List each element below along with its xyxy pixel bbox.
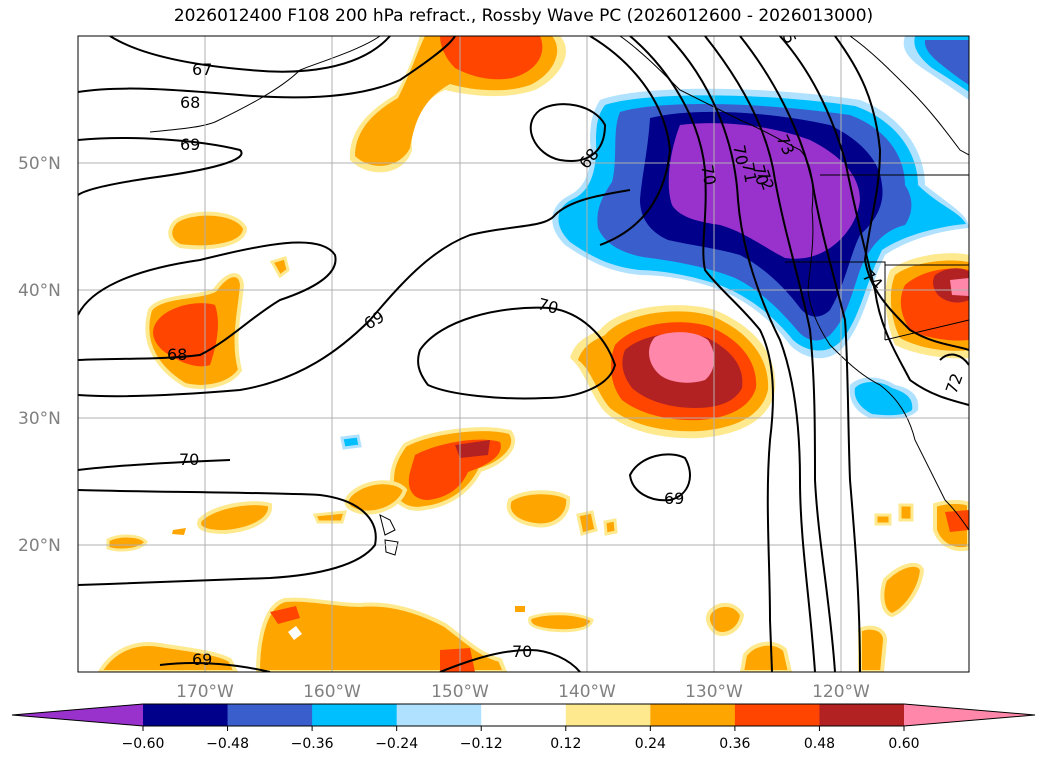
lon-label-170w: 170°W bbox=[176, 682, 234, 702]
contour-label: 72 bbox=[942, 371, 967, 397]
lat-label-30n: 30°N bbox=[18, 409, 61, 429]
contour-label: 69 bbox=[180, 135, 200, 154]
lon-label-150w: 150°W bbox=[431, 682, 489, 702]
contour-label: 70 bbox=[749, 163, 773, 188]
contour-label: 69 bbox=[192, 650, 212, 669]
colorbar-tick-label: 0.12 bbox=[550, 736, 581, 752]
colorbar-tick-label: 0.24 bbox=[635, 736, 666, 752]
contour-label: 70 bbox=[512, 642, 532, 661]
lon-label-140w: 140°W bbox=[558, 682, 616, 702]
latitude-labels: 50°N 40°N 30°N 20°N bbox=[18, 154, 61, 556]
colorbar-tick-label: 0.36 bbox=[719, 736, 750, 752]
lat-label-20n: 20°N bbox=[18, 536, 61, 556]
map-content: 67 68 69 69 68 68 69 70 70 69 70 70 70 7… bbox=[78, 30, 969, 672]
lon-label-120w: 120°W bbox=[812, 682, 870, 702]
colorbar-swatch bbox=[227, 704, 313, 726]
lat-label-50n: 50°N bbox=[18, 154, 61, 174]
colorbar-swatch bbox=[312, 704, 398, 726]
contour-labels: 67 68 69 69 68 68 69 70 70 69 70 70 70 7… bbox=[167, 30, 967, 669]
contour-label: 70 bbox=[179, 450, 199, 469]
map-title: 2026012400 F108 200 hPa refract., Rossby… bbox=[173, 6, 874, 26]
positive-anomaly-fields bbox=[97, 36, 969, 672]
colorbar-swatch bbox=[565, 704, 651, 726]
lat-label-40n: 40°N bbox=[18, 281, 61, 301]
colorbar-swatch bbox=[819, 704, 905, 726]
colorbar-swatch bbox=[481, 704, 567, 726]
contour-label: 5 bbox=[779, 30, 800, 46]
contour-label: 68 bbox=[180, 93, 200, 112]
contour-label: 69 bbox=[664, 489, 684, 508]
refractive-index-contours bbox=[78, 36, 969, 672]
lon-label-130w: 130°W bbox=[685, 682, 743, 702]
lon-label-160w: 160°W bbox=[303, 682, 361, 702]
colorbar-swatch bbox=[734, 704, 820, 726]
colorbar-swatch bbox=[143, 704, 229, 726]
contour-label: 70 bbox=[536, 294, 561, 318]
colorbar-tick-label: −0.48 bbox=[206, 736, 249, 752]
colorbar-swatch bbox=[650, 704, 736, 726]
colorbar-tick-label: −0.24 bbox=[375, 736, 418, 752]
contour-label: 70 bbox=[697, 163, 719, 186]
colorbar-extend-low bbox=[12, 704, 143, 726]
contour-label: 69 bbox=[361, 307, 388, 334]
colorbar-tick-label: −0.36 bbox=[291, 736, 334, 752]
colorbar-extend-high bbox=[904, 704, 1035, 726]
colorbar-tick-label: 0.48 bbox=[804, 736, 835, 752]
longitude-labels: 170°W 160°W 150°W 140°W 130°W 120°W bbox=[176, 682, 870, 702]
colorbar-tick-label: −0.60 bbox=[122, 736, 165, 752]
contour-label: 67 bbox=[192, 60, 212, 79]
gridlines bbox=[78, 36, 969, 672]
map-frame bbox=[77, 35, 970, 673]
colorbar-tick-label: 0.60 bbox=[888, 736, 919, 752]
colorbar-tick-label: −0.12 bbox=[460, 736, 503, 752]
contour-label: 71 bbox=[738, 161, 760, 184]
colorbar: −0.60 −0.48 −0.36 −0.24 −0.12 0.12 0.24 0.36 0.4… bbox=[11, 703, 1036, 752]
colorbar-swatch bbox=[396, 704, 482, 726]
contour-label: 70 bbox=[729, 143, 751, 166]
contour-label: 68 bbox=[167, 345, 187, 364]
